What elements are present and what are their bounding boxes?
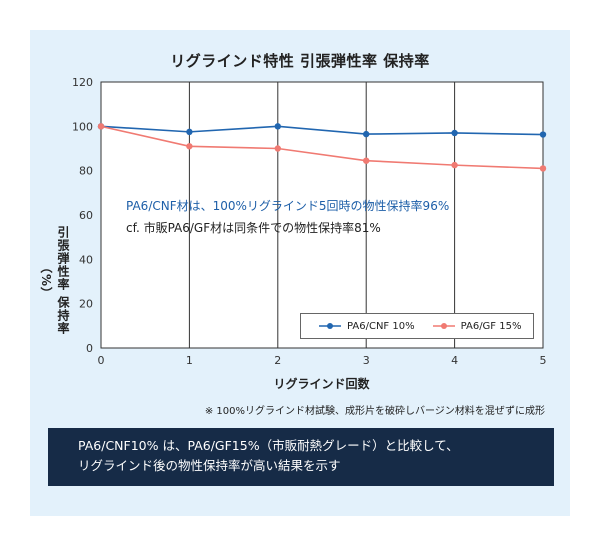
data-point-1 (363, 157, 370, 164)
legend-swatch-cnf (319, 323, 341, 329)
x-tick-label: 5 (540, 354, 547, 367)
x-axis-label: リグラインド回数 (273, 377, 370, 391)
x-tick-label: 0 (98, 354, 105, 367)
annotation-cnf: PA6/CNF材は、100%リグラインド5回時の物性保持率96% (126, 199, 450, 213)
data-point-1 (186, 143, 193, 150)
x-tick-label: 2 (274, 354, 281, 367)
legend-swatch-gf (432, 323, 455, 329)
data-point-0 (186, 128, 193, 136)
x-tick-label: 3 (363, 354, 370, 367)
data-point-0 (274, 123, 281, 130)
data-point-0 (539, 131, 547, 138)
y-axis-label: 引張弾性率 保持率（%） (39, 226, 70, 336)
y-tick-label: 100 (72, 120, 93, 133)
y-tick-label: 80 (79, 165, 93, 178)
chart-title: リグラインド特性 引張弾性率 保持率 (170, 52, 430, 70)
conclusion-box: PA6/CNF10% は、PA6/GF15%（市販耐熱グレード）と比較して、 リ… (48, 428, 554, 486)
data-point-1 (97, 123, 105, 130)
y-tick-label: 60 (79, 209, 93, 222)
x-tick-label: 4 (451, 354, 458, 367)
legend-item-cnf: PA6/CNF 10% (319, 321, 415, 332)
y-tick-label: 120 (72, 76, 93, 89)
legend-label-gf: PA6/GF 15% (460, 320, 522, 332)
y-tick-label: 0 (86, 342, 93, 355)
footnote: ※ 100%リグラインド材試験、成形片を破砕しバージン材料を混ぜずに成形 (204, 406, 545, 417)
conclusion-line-2: リグラインド後の物性保持率が高い結果を示す (78, 458, 341, 473)
annotation-gf: cf. 市販PA6/GF材は同条件での物性保持率81% (126, 221, 381, 235)
series-line-0 (100, 125, 544, 136)
series-line-1 (100, 125, 544, 170)
data-point-1 (539, 165, 547, 172)
data-point-1 (451, 161, 458, 169)
plot-area (100, 81, 544, 349)
data-point-0 (451, 129, 458, 137)
data-point-1 (274, 145, 281, 152)
legend-label-cnf: PA6/CNF 10% (347, 320, 415, 332)
x-tick-label: 1 (186, 354, 193, 367)
legend: PA6/CNF 10% PA6/GF 15% (300, 313, 534, 339)
y-tick-label: 20 (79, 298, 93, 311)
legend-item-gf: PA6/GF 15% (432, 320, 522, 332)
y-tick-label: 40 (79, 253, 93, 266)
conclusion-line-1: PA6/CNF10% は、PA6/GF15%（市販耐熱グレード）と比較して、 (78, 438, 459, 453)
data-point-0 (363, 130, 370, 138)
